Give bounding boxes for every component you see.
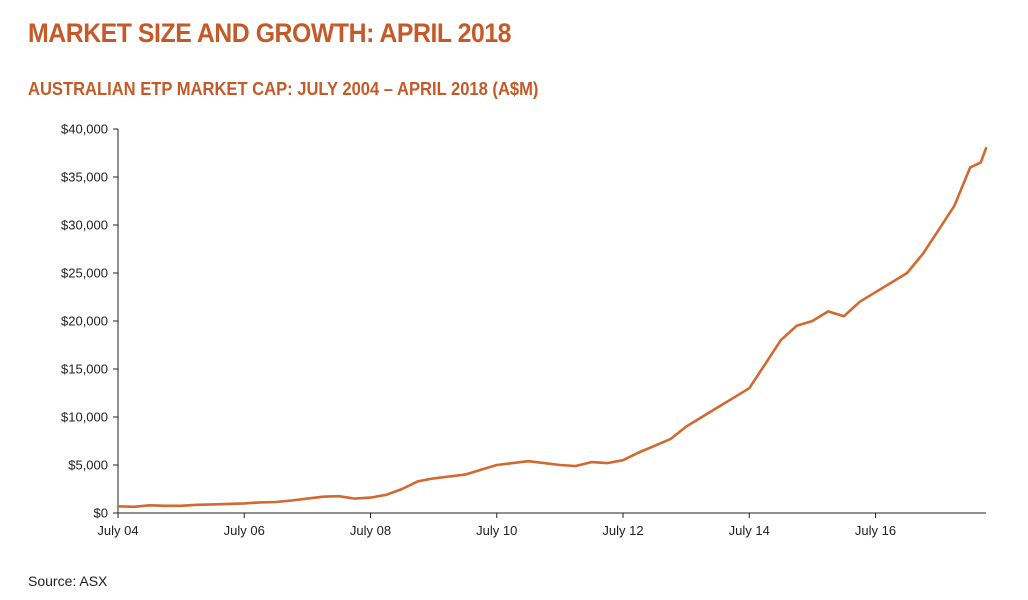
line-chart: $0 $5,000 $10,000 $15,000 $20,000 $25,000 $30,…: [61, 122, 988, 538]
x-axis-ticks: July 04 July 06 July 08 July 10 July 12 July …: [97, 513, 896, 538]
x-tick-label: July 16: [855, 523, 896, 538]
chart-title: AUSTRALIAN ETP MARKET CAP: JULY 2004 – A…: [28, 79, 539, 99]
x-tick-label: July 12: [602, 523, 643, 538]
series-line: [116, 146, 988, 509]
x-tick-label: July 10: [476, 523, 517, 538]
x-tick-label: July 04: [97, 523, 138, 538]
y-tick-label: $5,000: [68, 458, 108, 473]
chart-axes: [117, 129, 986, 514]
y-axis-ticks: $0 $5,000 $10,000 $15,000 $20,000 $25,000 $30,…: [61, 122, 118, 521]
series-group: [116, 146, 988, 509]
page-title: MARKET SIZE AND GROWTH: APRIL 2018: [28, 18, 512, 48]
y-tick-label: $35,000: [61, 170, 108, 185]
y-tick-label: $0: [94, 506, 108, 521]
y-tick-label: $30,000: [61, 218, 108, 233]
y-tick-label: $25,000: [61, 266, 108, 281]
x-tick-label: July 08: [350, 523, 391, 538]
y-tick-label: $20,000: [61, 314, 108, 329]
y-tick-label: $10,000: [61, 410, 108, 425]
source-note: Source: ASX: [28, 573, 108, 589]
y-tick-label: $15,000: [61, 362, 108, 377]
x-tick-label: July 06: [224, 523, 265, 538]
x-tick-label: July 14: [729, 523, 770, 538]
y-tick-label: $40,000: [61, 122, 108, 137]
